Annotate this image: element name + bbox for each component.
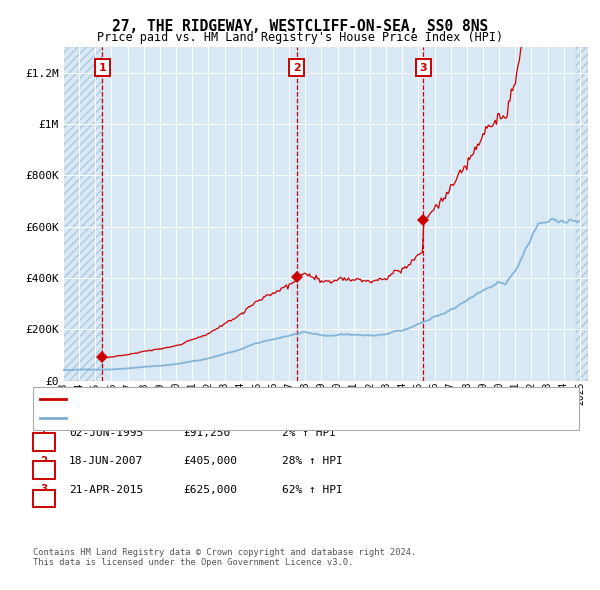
Text: 2: 2 <box>293 63 301 73</box>
Text: 62% ↑ HPI: 62% ↑ HPI <box>282 485 343 494</box>
Text: 18-JUN-2007: 18-JUN-2007 <box>69 457 143 466</box>
Text: HPI: Average price, detached house, Southend-on-Sea: HPI: Average price, detached house, Sout… <box>70 412 376 422</box>
Bar <box>576 47 588 381</box>
Text: Contains HM Land Registry data © Crown copyright and database right 2024.
This d: Contains HM Land Registry data © Crown c… <box>33 548 416 567</box>
Text: 28% ↑ HPI: 28% ↑ HPI <box>282 457 343 466</box>
Bar <box>576 47 588 381</box>
Text: 02-JUN-1995: 02-JUN-1995 <box>69 428 143 438</box>
Text: £405,000: £405,000 <box>183 457 237 466</box>
Bar <box>63 47 102 381</box>
Text: 3: 3 <box>419 63 427 73</box>
Text: 1: 1 <box>40 427 47 440</box>
Text: 21-APR-2015: 21-APR-2015 <box>69 485 143 494</box>
Bar <box>63 47 102 381</box>
Text: 27, THE RIDGEWAY, WESTCLIFF-ON-SEA, SS0 8NS: 27, THE RIDGEWAY, WESTCLIFF-ON-SEA, SS0 … <box>112 19 488 34</box>
Text: 27, THE RIDGEWAY, WESTCLIFF-ON-SEA, SS0 8NS (detached house): 27, THE RIDGEWAY, WESTCLIFF-ON-SEA, SS0 … <box>70 394 430 404</box>
Text: Price paid vs. HM Land Registry's House Price Index (HPI): Price paid vs. HM Land Registry's House … <box>97 31 503 44</box>
Text: £91,250: £91,250 <box>183 428 230 438</box>
Text: 2: 2 <box>40 455 47 468</box>
Text: 3: 3 <box>40 483 47 496</box>
Text: 1: 1 <box>98 63 106 73</box>
Text: £625,000: £625,000 <box>183 485 237 494</box>
Text: 2% ↑ HPI: 2% ↑ HPI <box>282 428 336 438</box>
